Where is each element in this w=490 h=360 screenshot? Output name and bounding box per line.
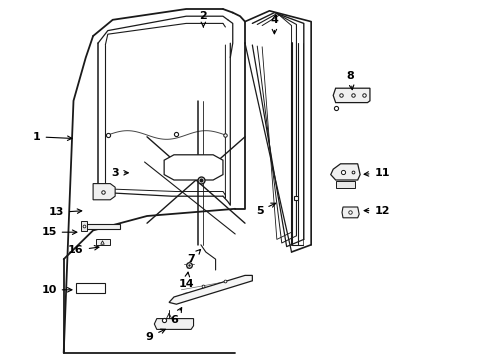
Polygon shape [96, 239, 110, 245]
Polygon shape [86, 224, 120, 229]
Text: 14: 14 [178, 272, 194, 289]
Text: 6: 6 [170, 308, 182, 325]
Polygon shape [336, 181, 355, 188]
Polygon shape [76, 283, 105, 293]
Polygon shape [333, 88, 370, 103]
Text: 15: 15 [41, 227, 77, 237]
Polygon shape [93, 184, 115, 200]
Text: 8: 8 [346, 71, 354, 90]
Polygon shape [169, 275, 252, 304]
Polygon shape [331, 164, 360, 180]
Text: 9: 9 [146, 329, 166, 342]
Text: 5: 5 [256, 203, 276, 216]
Text: 3: 3 [111, 168, 128, 178]
Text: 10: 10 [41, 285, 72, 295]
Polygon shape [154, 319, 194, 329]
Text: 16: 16 [68, 245, 99, 255]
Text: 2: 2 [199, 11, 207, 27]
Text: 7: 7 [187, 249, 200, 264]
Polygon shape [164, 155, 223, 180]
Text: 1: 1 [33, 132, 72, 142]
Polygon shape [342, 207, 359, 218]
Text: 12: 12 [364, 206, 390, 216]
Text: 11: 11 [364, 168, 390, 178]
Polygon shape [81, 221, 87, 231]
Text: 4: 4 [270, 15, 278, 34]
Text: 13: 13 [49, 207, 82, 217]
